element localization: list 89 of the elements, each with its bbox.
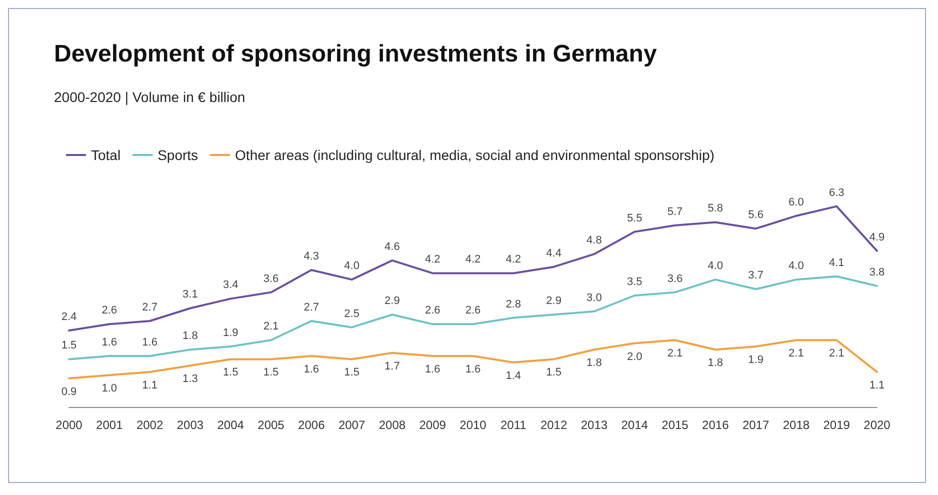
data-label: 4.2 <box>506 254 522 266</box>
data-label: 2.9 <box>384 295 400 308</box>
data-label: 1.1 <box>869 379 885 392</box>
data-label: 3.5 <box>626 276 642 288</box>
data-label: 1.1 <box>142 379 158 392</box>
data-label: 2.5 <box>344 308 360 320</box>
data-label: 1.5 <box>546 366 562 379</box>
x-tick-label: 2001 <box>96 418 124 432</box>
data-label: 4.8 <box>586 234 602 247</box>
x-tick-label: 2012 <box>540 418 568 432</box>
data-label: 2.0 <box>626 350 642 363</box>
x-tick-label: 2017 <box>742 418 770 432</box>
x-tick-label: 2014 <box>621 418 648 432</box>
data-label: 1.0 <box>102 382 118 395</box>
data-label: 1.6 <box>304 364 320 376</box>
data-label: 4.9 <box>869 231 885 244</box>
x-tick-label: 2000 <box>56 418 83 432</box>
chart-subtitle: 2000-2020 | Volume in € billion <box>54 89 246 105</box>
data-label: 2.1 <box>667 348 683 360</box>
data-label: 2.9 <box>546 295 562 308</box>
data-label: 1.3 <box>182 373 198 386</box>
data-label: 4.0 <box>344 260 360 272</box>
x-tick-label: 2010 <box>460 418 487 432</box>
x-tick-label: 2015 <box>662 418 689 432</box>
data-label: 2.6 <box>102 304 118 317</box>
data-label: 1.5 <box>344 366 360 379</box>
data-label: 4.4 <box>546 247 562 260</box>
x-tick-label: 2005 <box>258 418 285 432</box>
data-label: 2.7 <box>142 301 158 314</box>
data-label: 1.5 <box>61 340 77 352</box>
data-label: 3.0 <box>586 292 602 304</box>
data-label: 2.6 <box>465 304 481 317</box>
data-label: 1.8 <box>182 330 198 342</box>
data-label: 6.0 <box>788 196 804 208</box>
data-label: 3.1 <box>182 288 198 301</box>
x-tick-label: 2002 <box>136 418 164 432</box>
data-label: 1.5 <box>263 366 279 379</box>
x-tick-label: 2008 <box>378 418 406 432</box>
data-label: 0.9 <box>61 386 77 398</box>
data-label: 1.8 <box>586 357 602 370</box>
x-tick-label: 2003 <box>176 418 204 432</box>
data-label: 4.0 <box>788 260 804 272</box>
data-label: 1.6 <box>102 336 118 349</box>
data-label: 1.9 <box>222 326 238 339</box>
data-label: 3.4 <box>222 279 238 292</box>
data-label: 1.7 <box>384 360 400 372</box>
data-label: 1.6 <box>142 336 158 349</box>
data-label: 1.9 <box>748 354 764 366</box>
data-label: 2.7 <box>304 301 320 314</box>
data-label: 1.8 <box>708 357 724 370</box>
data-label: 4.3 <box>304 250 320 263</box>
x-tick-label: 2009 <box>419 418 446 432</box>
data-label: 2.4 <box>61 311 77 324</box>
x-tick-label: 2020 <box>864 418 891 432</box>
data-label: 2.6 <box>424 304 440 317</box>
data-label: 4.0 <box>708 260 724 272</box>
x-tick-label: 2018 <box>782 418 810 432</box>
data-label: 3.6 <box>263 272 279 285</box>
data-label: 2.8 <box>506 298 522 310</box>
data-label: 3.7 <box>748 270 764 282</box>
data-label: 3.6 <box>667 272 683 285</box>
legend-label: Sports <box>158 147 198 163</box>
data-label: 4.2 <box>424 254 440 266</box>
data-label: 5.6 <box>748 209 764 222</box>
data-label: 2.1 <box>263 320 279 333</box>
x-tick-label: 2019 <box>823 418 850 432</box>
x-tick-label: 2007 <box>338 418 366 432</box>
data-label: 4.6 <box>384 240 400 253</box>
data-label: 6.3 <box>828 186 844 199</box>
data-label: 4.1 <box>828 256 844 269</box>
data-label: 2.1 <box>828 348 844 360</box>
data-label: 1.4 <box>506 370 522 382</box>
data-label: 5.8 <box>708 202 724 215</box>
data-label: 4.2 <box>465 254 481 266</box>
x-tick-label: 2011 <box>500 418 527 432</box>
x-tick-label: 2004 <box>217 418 244 432</box>
x-tick-label: 2016 <box>702 418 730 432</box>
data-label: 5.7 <box>667 206 683 218</box>
chart-title: Development of sponsoring investments in Germany <box>54 40 658 68</box>
data-label: 1.6 <box>424 364 440 376</box>
legend-label: Other areas (including cultural, media, social and environmental sponsorship) <box>235 147 714 163</box>
legend-label: Total <box>91 147 121 163</box>
data-label: 1.5 <box>222 366 238 379</box>
data-label: 2.1 <box>788 348 804 360</box>
x-tick-label: 2013 <box>580 418 608 432</box>
x-tick-label: 2006 <box>298 418 326 432</box>
data-label: 3.8 <box>869 266 885 278</box>
data-label: 1.6 <box>465 364 481 376</box>
data-label: 5.5 <box>626 212 642 224</box>
